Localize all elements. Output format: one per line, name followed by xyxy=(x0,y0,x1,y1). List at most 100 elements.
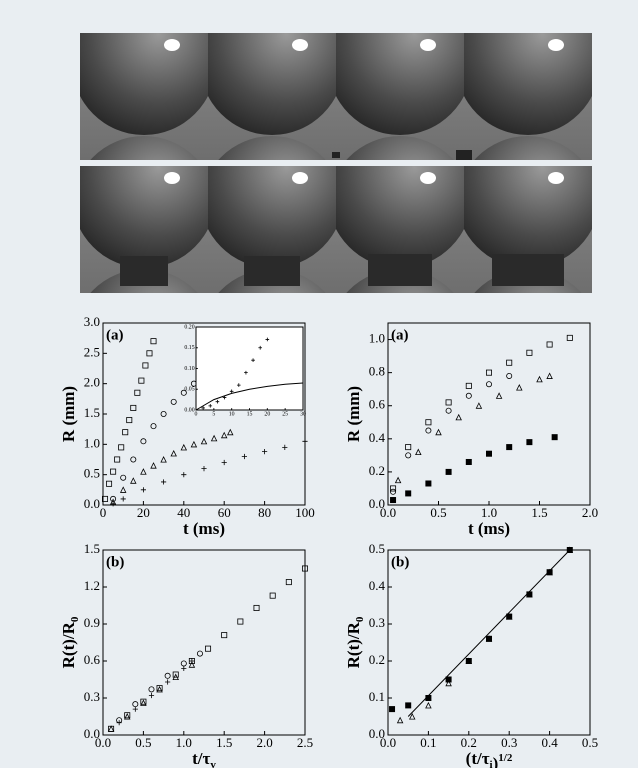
axis-label: t (ms) xyxy=(183,519,225,538)
marker xyxy=(120,496,126,502)
marker xyxy=(172,671,179,678)
marker xyxy=(506,359,513,366)
marker xyxy=(258,345,263,350)
y-tick-label: 0.05 xyxy=(184,387,194,393)
plot-area xyxy=(387,322,591,506)
marker xyxy=(566,334,573,341)
line xyxy=(195,382,304,411)
y-tick-label: 0.0 xyxy=(369,726,385,741)
marker xyxy=(516,384,523,391)
marker xyxy=(253,604,260,611)
axis-label: R (mm) xyxy=(59,386,78,442)
marker xyxy=(110,468,117,475)
marker xyxy=(134,389,141,396)
y-tick-label: 0.3 xyxy=(84,689,100,704)
marker xyxy=(190,440,198,448)
y-tick-label: 0.0 xyxy=(369,496,385,511)
marker xyxy=(505,613,513,620)
marker xyxy=(566,546,574,553)
marker xyxy=(122,429,129,436)
y-tick-label: 2.5 xyxy=(84,344,100,359)
y-tick-label: 0.1 xyxy=(369,689,385,704)
y-tick-label: 1.0 xyxy=(84,435,100,450)
marker xyxy=(241,453,247,460)
marker xyxy=(205,645,212,652)
x-tick-label: 15 xyxy=(247,411,253,417)
x-tick-label: 10 xyxy=(229,411,235,417)
y-tick-label: 0.5 xyxy=(84,466,100,481)
marker xyxy=(189,658,195,664)
panel-label: (a) xyxy=(106,327,124,343)
marker xyxy=(119,486,127,493)
x-tick-label: 40 xyxy=(177,505,190,520)
y-tick-label: 1.2 xyxy=(84,578,100,593)
y-tick-label: 0.0 xyxy=(84,726,100,741)
label-part: R (mm) xyxy=(59,386,78,442)
y-tick-label: 3.0 xyxy=(84,314,100,329)
y-tick-label: 0.10 xyxy=(184,366,194,372)
marker xyxy=(465,657,473,664)
marker xyxy=(237,618,244,625)
marker xyxy=(445,399,452,406)
marker xyxy=(390,485,397,492)
marker xyxy=(220,431,228,439)
marker xyxy=(495,392,503,399)
x-tick-label: 0.1 xyxy=(420,735,436,750)
marker xyxy=(146,350,153,357)
marker xyxy=(465,382,472,389)
x-tick-label: 60 xyxy=(218,505,231,520)
marker xyxy=(221,632,228,639)
marker xyxy=(445,468,452,475)
marker xyxy=(140,487,146,493)
marker xyxy=(150,462,157,469)
neck xyxy=(368,254,432,286)
marker xyxy=(210,434,218,442)
marker xyxy=(130,477,137,484)
marker xyxy=(536,375,543,383)
marker xyxy=(227,428,234,436)
marker xyxy=(425,480,432,487)
x-tick-label: 0.5 xyxy=(582,735,598,750)
marker xyxy=(221,459,227,466)
marker xyxy=(132,706,138,712)
y-tick-label: 1.5 xyxy=(84,541,100,556)
marker xyxy=(150,423,157,430)
marker xyxy=(140,438,147,445)
marker xyxy=(148,686,155,693)
marker xyxy=(130,456,137,463)
marker xyxy=(120,474,127,481)
marker xyxy=(161,479,167,485)
marker xyxy=(188,661,196,668)
marker xyxy=(150,338,157,345)
label-part: 0 xyxy=(354,616,366,622)
x-tick-label: 0.2 xyxy=(461,735,477,750)
marker xyxy=(132,701,139,708)
marker xyxy=(390,497,397,504)
label-part: t/τ xyxy=(192,749,210,768)
label-part: (t/τ xyxy=(466,749,490,768)
marker xyxy=(181,472,187,478)
marker xyxy=(435,428,442,436)
marker xyxy=(124,712,131,719)
marker xyxy=(526,439,533,446)
marker xyxy=(196,650,203,657)
marker xyxy=(389,706,396,713)
y-tick-label: 0.8 xyxy=(369,364,385,379)
y-tick-label: 0.2 xyxy=(369,652,385,667)
marker xyxy=(170,449,177,457)
y-tick-label: 0.4 xyxy=(369,578,386,593)
neck xyxy=(332,152,340,158)
y-tick-label: 0.3 xyxy=(369,615,385,630)
marker xyxy=(138,377,145,384)
marker xyxy=(475,402,483,409)
panel-label: (a) xyxy=(391,327,409,343)
x-tick-label: 100 xyxy=(295,505,315,520)
marker xyxy=(140,468,147,475)
y-tick-label: 0.9 xyxy=(84,615,100,630)
axis-label: (t/τi)1/2 xyxy=(466,749,513,768)
x-tick-label: 80 xyxy=(258,505,271,520)
x-tick-label: 30 xyxy=(300,411,306,417)
y-tick-label: 1.5 xyxy=(84,405,100,420)
y-tick-label: 2.0 xyxy=(84,375,100,390)
